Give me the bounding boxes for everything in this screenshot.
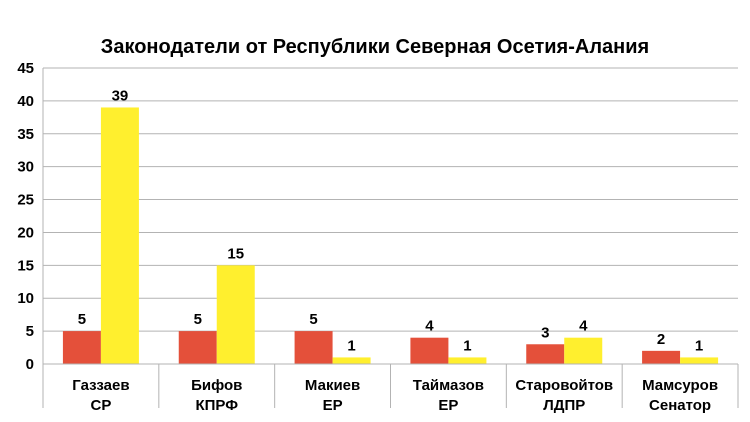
data-label: 3 (541, 324, 549, 341)
data-label: 5 (78, 311, 86, 328)
category-label: ЕР (438, 397, 458, 414)
bar (410, 337, 449, 364)
bar (216, 265, 255, 364)
category-label: Старовойтов (515, 377, 613, 394)
gridlines (43, 67, 738, 332)
bar (178, 331, 217, 364)
data-labels: 5 39 5 15 5 1 4 1 3 4 2 1 (78, 87, 704, 354)
data-label: 1 (695, 337, 703, 354)
y-tick-label: 30 (17, 159, 34, 176)
y-tick-label: 15 (17, 257, 34, 274)
data-label: 2 (657, 331, 665, 348)
y-tick-label: 40 (17, 93, 34, 110)
category-label: Сенатор (649, 397, 711, 414)
data-label: 4 (425, 318, 434, 335)
bar (332, 357, 371, 364)
category-label: ЕР (323, 397, 343, 414)
category-label: КПРФ (195, 397, 238, 414)
category-label: Бифов (191, 377, 242, 394)
chart-title: Законодатели от Республики Северная Осет… (101, 36, 649, 58)
category-label: ЛДПР (543, 397, 585, 414)
category-label: Макиев (305, 377, 360, 394)
y-tick-label: 0 (26, 356, 34, 373)
bar (448, 357, 487, 364)
bars (62, 107, 719, 364)
y-tick-label: 45 (17, 60, 34, 77)
bar (526, 344, 565, 364)
category-label: Таймазов (413, 377, 484, 394)
data-label: 15 (227, 245, 244, 262)
bar (100, 107, 139, 364)
y-tick-label: 5 (26, 323, 34, 340)
bar (564, 337, 603, 364)
y-tick-label: 20 (17, 224, 34, 241)
category-label: СР (90, 397, 111, 414)
data-label: 39 (112, 87, 129, 104)
data-label: 4 (579, 318, 588, 335)
bar (294, 331, 333, 364)
y-tick-label: 10 (17, 290, 34, 307)
axes: 051015202530354045ГаззаевСРБифовКПРФМаки… (17, 60, 739, 414)
data-label: 5 (309, 311, 317, 328)
category-label: Газзаев (72, 377, 129, 394)
category-label: Мамсуров (642, 377, 718, 394)
data-label: 1 (347, 337, 355, 354)
bar (642, 350, 681, 364)
y-tick-label: 35 (17, 126, 34, 143)
bar (680, 357, 719, 364)
bar (62, 331, 101, 364)
data-label: 1 (463, 337, 471, 354)
y-tick-label: 25 (17, 192, 34, 209)
data-label: 5 (194, 311, 202, 328)
